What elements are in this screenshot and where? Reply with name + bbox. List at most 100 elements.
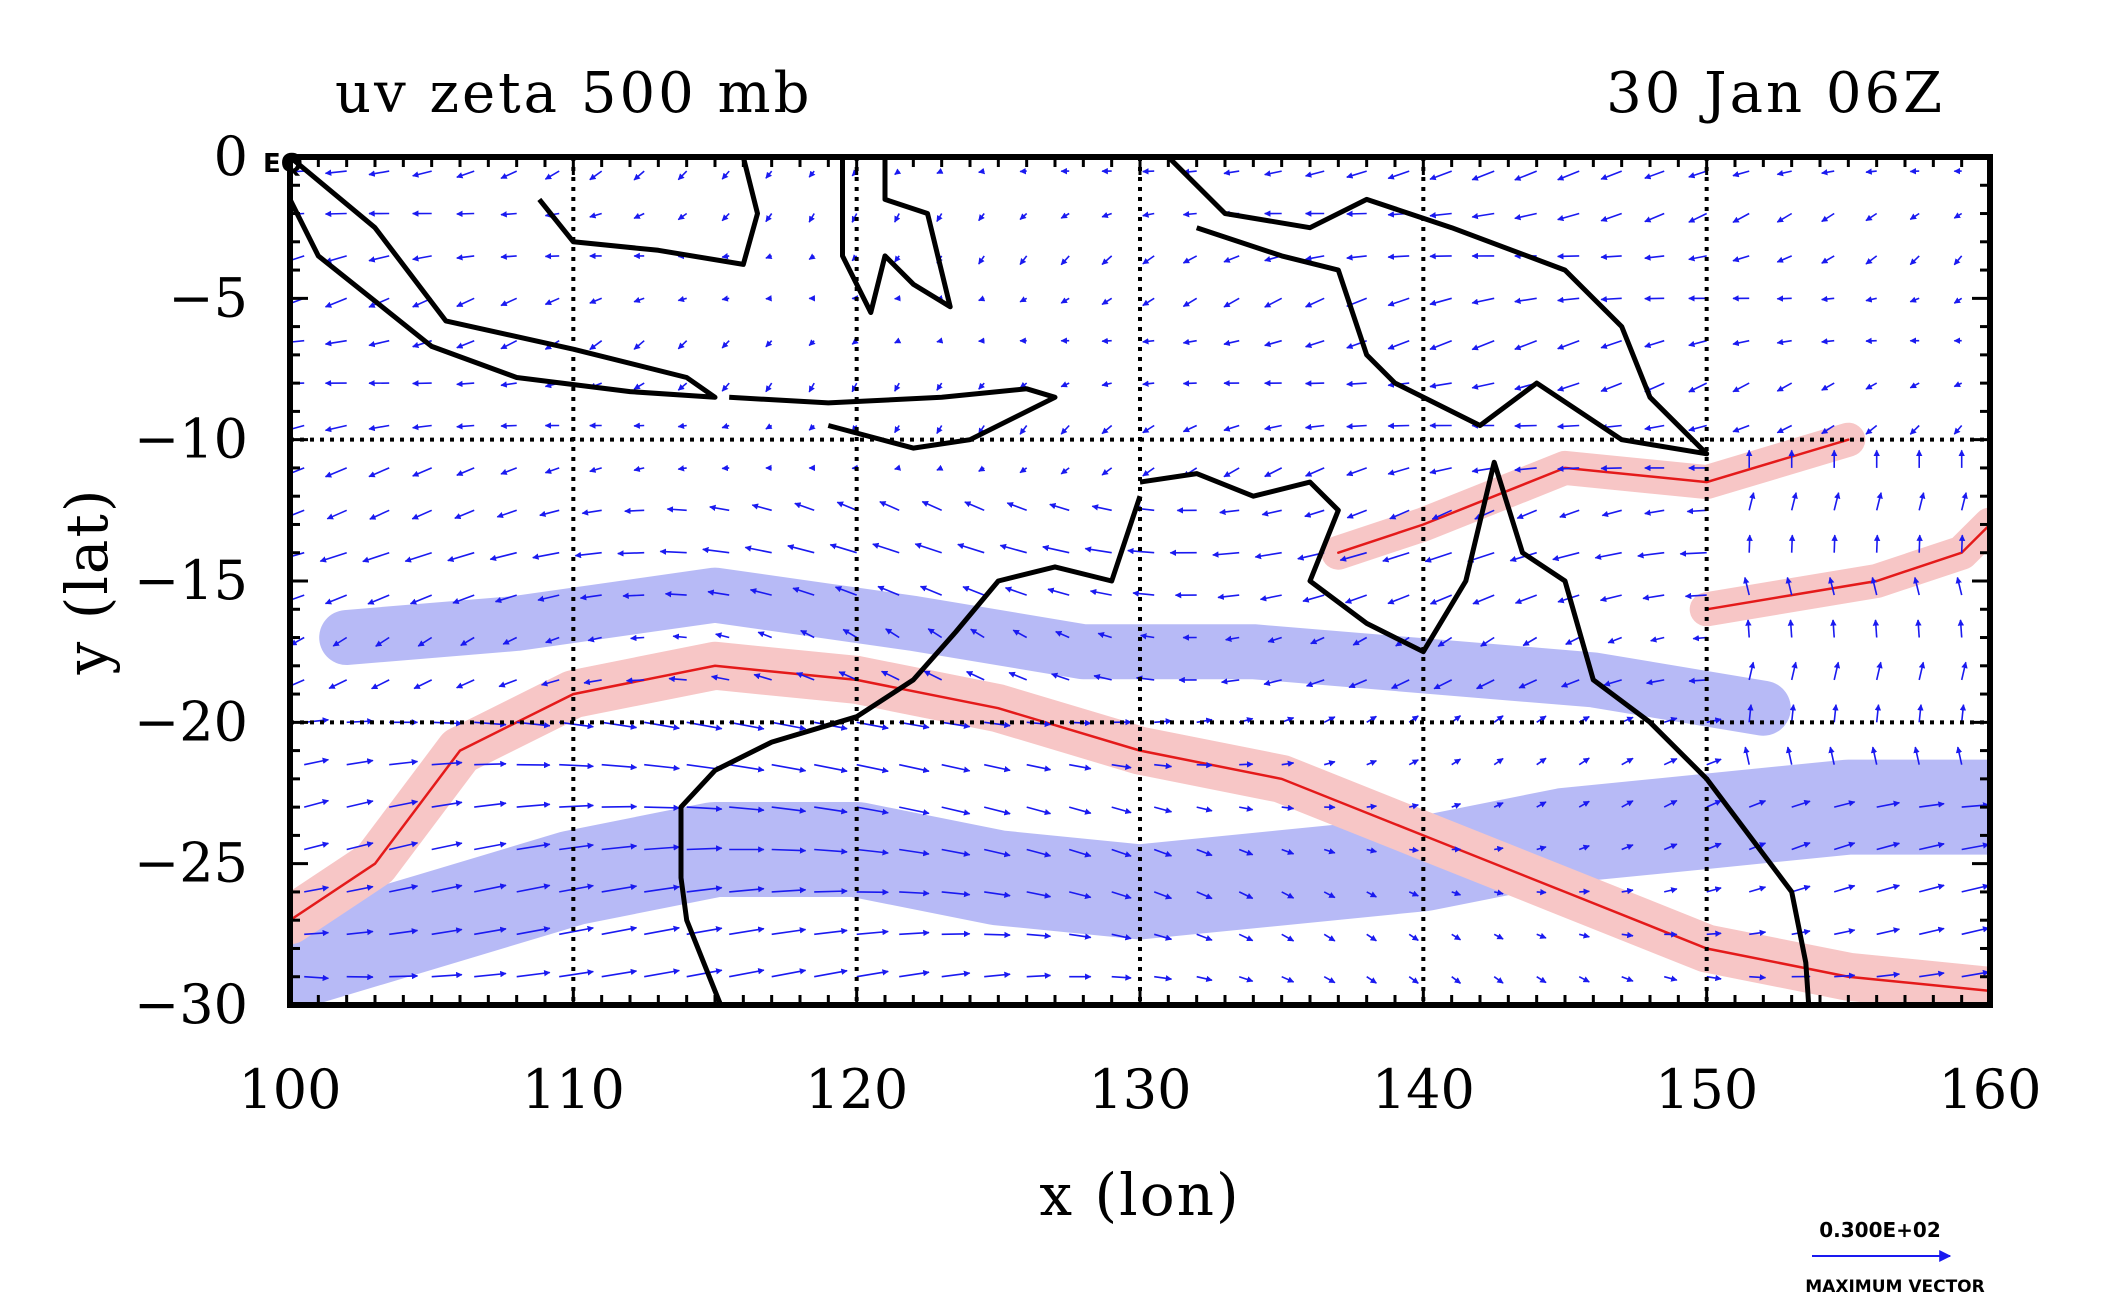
wind-vector	[326, 509, 348, 520]
wind-vector	[644, 763, 680, 772]
wind-vector	[368, 170, 390, 177]
wind-vector	[1026, 972, 1052, 979]
wind-vector	[1536, 932, 1547, 939]
wind-vector	[633, 465, 645, 473]
wind-vector	[456, 210, 475, 218]
wind-vector	[1748, 661, 1756, 681]
wind-vector	[1706, 842, 1722, 851]
wind-vector	[1578, 800, 1590, 808]
wind-vector	[856, 848, 889, 856]
wind-vector	[1264, 424, 1282, 431]
wind-vector	[516, 841, 551, 851]
y-tick-label: −10	[134, 408, 248, 471]
wind-vector	[404, 551, 432, 563]
wind-vector	[941, 890, 971, 898]
wind-vector	[899, 969, 930, 978]
wind-vector	[1918, 883, 1945, 893]
wind-vector	[411, 509, 433, 520]
wind-vector	[1732, 255, 1750, 263]
wind-vector	[1821, 424, 1835, 435]
wind-vector	[1091, 504, 1112, 512]
wind-vector	[1514, 466, 1537, 473]
wind-vector	[1834, 800, 1856, 808]
wind-vector	[1706, 886, 1722, 893]
wind-vector	[771, 968, 807, 978]
wind-vector	[346, 928, 374, 936]
wind-vector	[1182, 210, 1197, 218]
wind-vector	[1821, 338, 1835, 345]
wind-vector	[1833, 884, 1856, 893]
wind-vector	[1004, 586, 1027, 596]
wind-vector	[633, 296, 645, 303]
wind-vector	[1688, 382, 1708, 393]
wind-vector	[1579, 932, 1590, 939]
wind-vector	[765, 340, 773, 348]
wind-vector	[1366, 759, 1377, 766]
wind-vector	[1259, 594, 1282, 602]
wind-vector	[1831, 534, 1838, 553]
wind-vector	[1832, 704, 1839, 723]
wind-vector	[545, 636, 560, 644]
wind-vector	[1732, 424, 1750, 433]
wind-vector	[412, 467, 433, 477]
wind-vector	[1834, 972, 1856, 979]
wind-vector	[1060, 297, 1070, 304]
wind-vector	[1644, 424, 1665, 432]
wind-vector	[677, 170, 688, 181]
wind-vector	[1060, 381, 1070, 388]
wind-vector	[792, 586, 815, 596]
wind-vector	[1865, 168, 1877, 175]
wind-vector	[1281, 804, 1295, 812]
wind-vector	[765, 170, 773, 179]
wind-vector	[919, 585, 943, 596]
wind-vector	[1382, 551, 1410, 563]
wind-vector	[771, 847, 807, 854]
wind-vector	[1182, 297, 1198, 308]
wind-vector	[1304, 339, 1325, 349]
wind-vector	[1238, 933, 1254, 942]
wind-vector	[1960, 492, 1968, 511]
wind-vector	[1223, 297, 1240, 308]
wind-vector	[290, 339, 305, 343]
wind-vector	[1471, 212, 1495, 220]
wind-vector	[1637, 551, 1665, 559]
wind-vector	[1323, 976, 1336, 984]
wind-vector	[389, 758, 419, 766]
wind-vector	[1391, 679, 1410, 690]
wind-vector	[1212, 551, 1240, 558]
wind-vector	[877, 585, 900, 596]
wind-vector	[1644, 509, 1665, 516]
wind-vector	[1142, 380, 1155, 387]
wind-vector	[1644, 254, 1665, 261]
wind-vector	[1518, 679, 1538, 689]
wind-vector	[964, 501, 985, 512]
wind-vector	[1748, 799, 1767, 808]
wind-vector	[1429, 297, 1452, 306]
wind-vector	[1493, 757, 1504, 766]
wind-vector	[1471, 339, 1495, 351]
wind-vector	[1561, 679, 1580, 688]
wind-vector	[1196, 761, 1213, 769]
wind-vector	[1142, 255, 1155, 265]
wind-vector	[1600, 170, 1622, 180]
wind-vector	[1644, 212, 1665, 223]
wind-vector	[1387, 170, 1410, 180]
wind-vector	[894, 294, 901, 302]
wind-vector	[1536, 715, 1547, 723]
wind-vector	[1142, 211, 1155, 218]
wind-vector	[368, 467, 390, 478]
wind-vector	[1865, 255, 1878, 265]
wind-vector	[927, 628, 943, 639]
wind-vector	[1833, 492, 1841, 511]
wind-vector	[644, 925, 680, 936]
wind-vector	[456, 679, 475, 689]
wind-vector	[1254, 551, 1282, 560]
wind-vector	[1776, 338, 1792, 346]
wind-vector	[686, 885, 723, 893]
x-tick-label: 120	[805, 1058, 908, 1121]
wind-vector	[1919, 841, 1945, 851]
wind-vector	[1873, 534, 1881, 553]
wind-vector	[978, 213, 985, 222]
wind-vector	[1663, 843, 1678, 851]
wind-vector	[757, 631, 772, 639]
